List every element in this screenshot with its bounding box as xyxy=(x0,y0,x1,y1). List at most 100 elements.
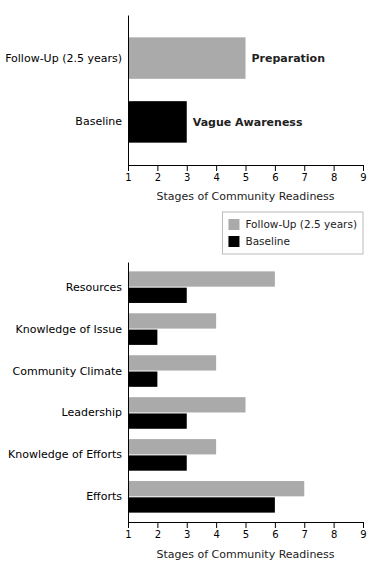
y-tick: Resources xyxy=(66,281,128,294)
tick-label: 9 xyxy=(360,529,366,540)
x-tick: 2 xyxy=(155,522,161,540)
x-tick: 7 xyxy=(302,165,308,183)
tick-label: 8 xyxy=(331,172,337,183)
tick-label: 5 xyxy=(243,529,249,540)
annotation: Preparation xyxy=(252,52,326,65)
tick-label: Knowledge of Efforts xyxy=(8,448,122,461)
bar xyxy=(128,439,216,454)
tick-mark xyxy=(157,522,158,528)
y-tick: Community Climate xyxy=(13,365,129,378)
annotations: Preparation Vague Awareness xyxy=(193,52,325,129)
tick-label: 3 xyxy=(184,529,190,540)
x-tick: 2 xyxy=(155,165,161,183)
tick-mark xyxy=(334,522,335,528)
x-tick: 1 xyxy=(125,165,131,183)
subchart: PreparationVague Awareness123456789Follo… xyxy=(5,16,367,204)
tick-mark xyxy=(334,165,335,171)
bar xyxy=(128,313,216,328)
tick-label: 3 xyxy=(184,172,190,183)
tick-label: 7 xyxy=(302,529,308,540)
tick-mark xyxy=(363,522,364,528)
legend-swatch xyxy=(228,236,239,247)
tick-label: 2 xyxy=(155,172,161,183)
tick-mark xyxy=(187,522,188,528)
tick-label: Efforts xyxy=(86,490,122,503)
bar xyxy=(128,355,216,370)
tick-mark xyxy=(246,522,247,528)
tick-label: 6 xyxy=(272,172,278,183)
tick-mark xyxy=(128,522,129,528)
tick-label: 1 xyxy=(125,172,131,183)
axis-line xyxy=(129,523,364,529)
axis-line xyxy=(128,16,129,166)
tick-mark xyxy=(246,165,247,171)
axis-line xyxy=(129,166,364,172)
bar xyxy=(128,455,187,470)
tick-label: 4 xyxy=(213,529,219,540)
tick-mark xyxy=(157,165,158,171)
bar xyxy=(128,271,275,286)
tick-mark xyxy=(275,522,276,528)
chart-figure: Preparation Vague Awareness 1 2 3 4 5 6 7 8 9 Follo… xyxy=(0,0,378,587)
bar-series xyxy=(128,271,304,496)
subchart: 1 2 3 4 5 6 7 8 9 Resources Knowledge of Issue Comm… xyxy=(8,212,367,561)
x-tick: 6 xyxy=(272,165,278,183)
tick-label: Baseline xyxy=(75,115,122,128)
axis-line xyxy=(128,263,129,523)
x-tick: 5 xyxy=(243,522,249,540)
tick-label: 7 xyxy=(302,172,308,183)
tick-mark xyxy=(304,165,305,171)
legend: Follow-Up (2.5 years) Baseline xyxy=(222,212,363,254)
bar xyxy=(128,413,187,428)
annotation: Vague Awareness xyxy=(193,116,303,129)
x-tick: 8 xyxy=(331,165,337,183)
y-axis: Follow-Up (2.5 years) Baseline xyxy=(5,16,128,166)
tick-label: Knowledge of Issue xyxy=(15,323,122,336)
legend-frame xyxy=(222,212,363,254)
y-tick: Knowledge of Efforts xyxy=(8,448,128,461)
legend-label: Baseline xyxy=(245,235,290,247)
y-tick: Follow-Up (2.5 years) xyxy=(5,52,128,65)
y-tick: Leadership xyxy=(62,406,128,419)
bar-series xyxy=(128,288,275,513)
tick-label: 2 xyxy=(155,529,161,540)
x-tick: 8 xyxy=(331,522,337,540)
bar xyxy=(128,397,246,412)
x-axis-label: Stages of Community Readiness xyxy=(156,190,334,203)
tick-mark xyxy=(275,165,276,171)
x-tick: 9 xyxy=(360,522,366,540)
tick-label: Resources xyxy=(66,281,122,294)
bar xyxy=(128,37,246,78)
bar xyxy=(128,497,275,512)
tick-label: 6 xyxy=(272,529,278,540)
tick-label: Leadership xyxy=(62,406,122,419)
y-tick: Efforts xyxy=(86,490,128,503)
y-axis: Resources Knowledge of Issue Community Cli… xyxy=(8,263,128,523)
tick-mark xyxy=(363,165,364,171)
x-tick: 1 xyxy=(125,522,131,540)
x-axis: 123456789 xyxy=(125,165,366,183)
tick-label: 9 xyxy=(360,172,366,183)
x-tick: 3 xyxy=(184,165,190,183)
tick-mark xyxy=(216,522,217,528)
x-tick: 4 xyxy=(213,522,219,540)
x-tick: 6 xyxy=(272,522,278,540)
legend-swatch xyxy=(228,219,239,230)
tick-label: 8 xyxy=(331,529,337,540)
x-axis: 1 2 3 4 5 6 7 8 9 xyxy=(125,522,366,540)
bar xyxy=(128,101,187,142)
x-tick: 9 xyxy=(360,165,366,183)
x-tick: 7 xyxy=(302,522,308,540)
tick-mark xyxy=(304,522,305,528)
tick-label: 5 xyxy=(243,172,249,183)
tick-label: Community Climate xyxy=(13,365,123,378)
tick-mark xyxy=(216,165,217,171)
y-tick: Knowledge of Issue xyxy=(15,323,128,336)
tick-mark xyxy=(187,165,188,171)
legend-label: Follow-Up (2.5 years) xyxy=(245,218,357,230)
bar xyxy=(128,481,304,496)
bar xyxy=(128,288,187,303)
tick-mark xyxy=(128,165,129,171)
plot-area xyxy=(128,271,304,512)
tick-label: 1 xyxy=(125,529,131,540)
